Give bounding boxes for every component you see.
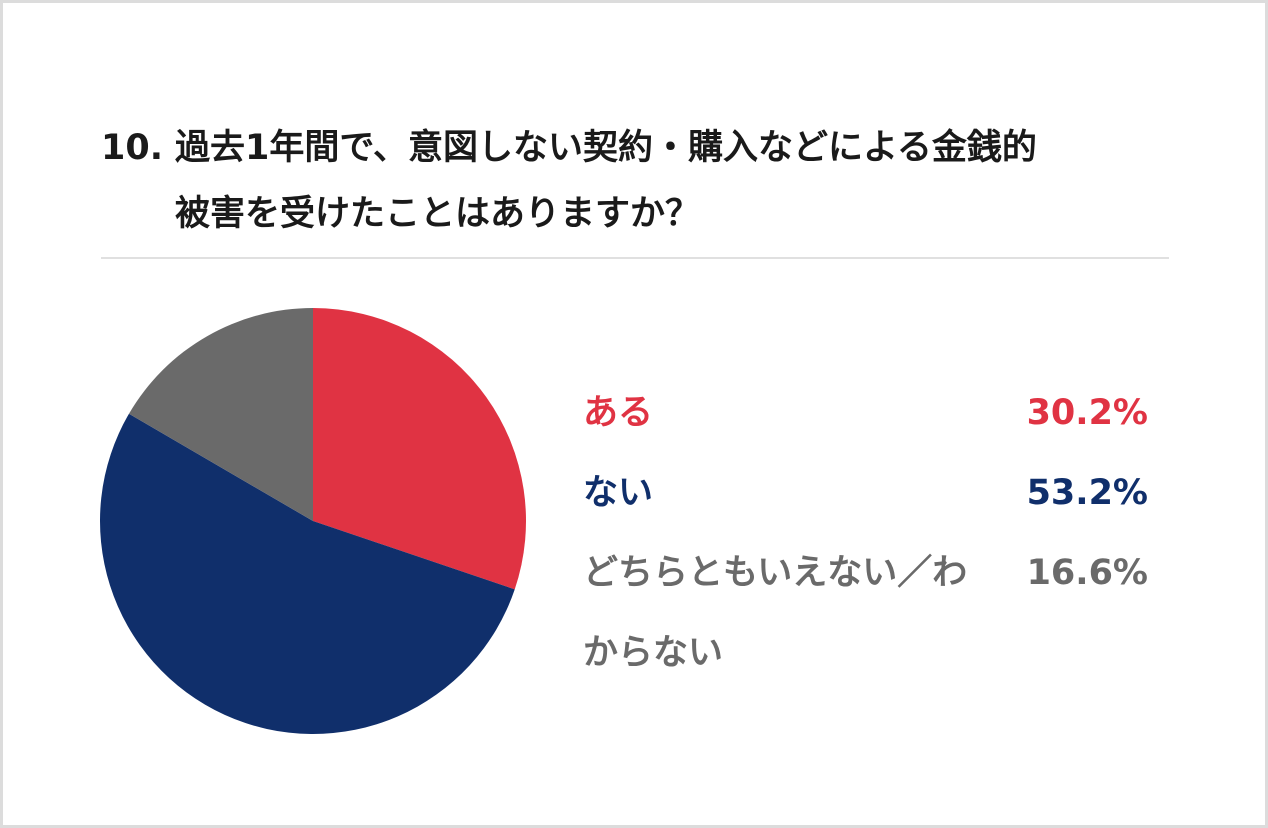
legend-label: ない — [583, 473, 654, 513]
legend-label: ある — [583, 393, 654, 433]
question-number: 10. — [101, 128, 164, 168]
pie-slice — [128, 308, 313, 521]
legend-item-yes: ある 30.2% — [583, 373, 1148, 453]
legend-value: 53.2% — [1026, 473, 1148, 513]
question-text-line1: 過去1年間で、意図しない契約・購入などによる金銭的 — [175, 128, 1037, 168]
legend-label: どちらともいえない／わからない — [583, 553, 968, 673]
legend-value: 30.2% — [1026, 393, 1148, 433]
legend-value: 16.6% — [1026, 553, 1148, 593]
legend: ある 30.2% ない 53.2% どちらともいえない／わからない 16.6% — [583, 373, 1148, 693]
pie-chart — [100, 308, 526, 734]
question-title: 10. 過去1年間で、意図しない契約・購入などによる金銭的 被害を受けたことはあり… — [101, 115, 1181, 247]
legend-item-unsure: どちらともいえない／わからない 16.6% — [583, 533, 1148, 693]
pie-slice — [313, 308, 526, 590]
title-divider — [101, 257, 1169, 259]
legend-item-no: ない 53.2% — [583, 453, 1148, 533]
question-text-line2: 被害を受けたことはありますか？ — [175, 194, 701, 234]
pie-slice — [100, 413, 515, 734]
chart-card: 10. 過去1年間で、意図しない契約・購入などによる金銭的 被害を受けたことはあり… — [3, 3, 1265, 825]
